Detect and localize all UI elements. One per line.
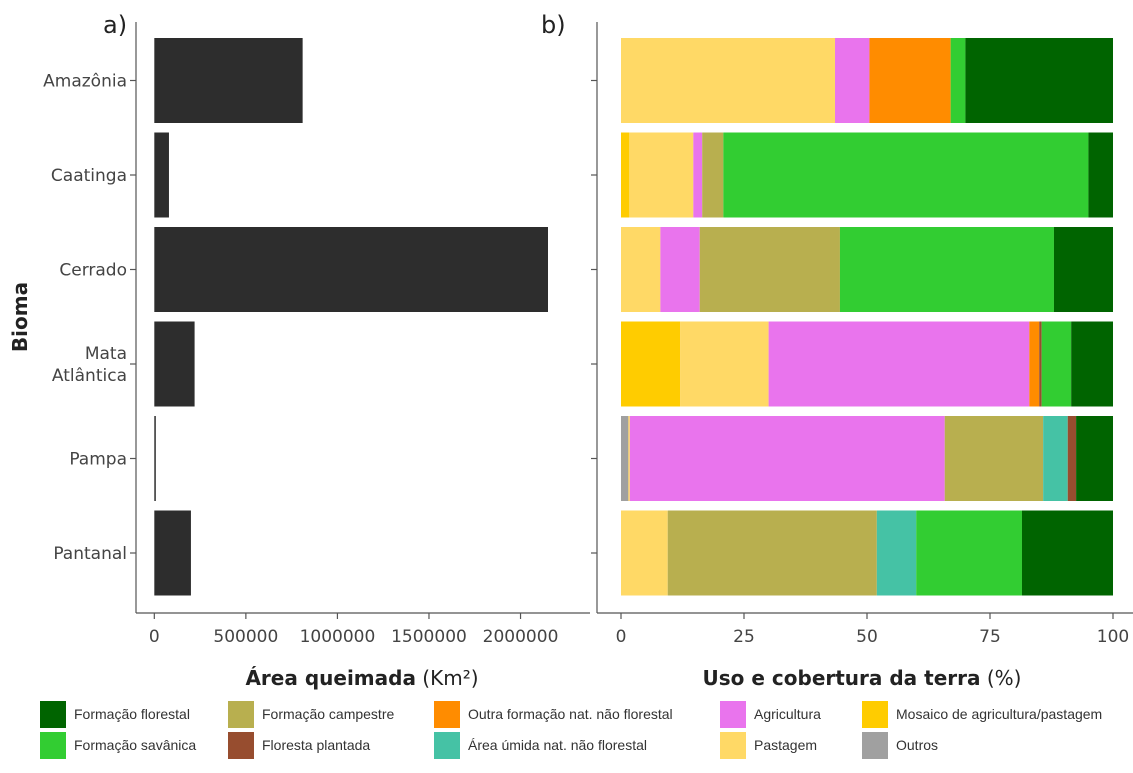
y-tick-label-pampa: Pampa [69, 450, 127, 470]
bar-pampa [154, 416, 156, 501]
segment-caatinga-pastagem [629, 132, 694, 218]
x-tick-label-2000000: 2000000 [483, 627, 559, 647]
panel-a-label: a) [103, 11, 127, 39]
segment-pampa-area-umida-nat-nao-florestal [1043, 416, 1068, 501]
legend-label-mosaico-de-agricultura-pastagem: Mosaico de agricultura/pastagem [896, 706, 1102, 722]
segment-cerrado-formacao-savanica [839, 227, 1054, 312]
segment-mata-atlantica-floresta-plantada [1039, 321, 1042, 407]
legend-label-formacao-savanica: Formação savânica [74, 737, 196, 753]
segment-caatinga-formacao-florestal [1088, 132, 1113, 218]
segment-caatinga-formacao-campestre [702, 132, 724, 218]
segment-pampa-outros [621, 416, 629, 501]
legend-label-formacao-campestre: Formação campestre [262, 706, 394, 722]
segment-amazonia-outra-formacao-nat-nao-florestal [869, 38, 951, 123]
bar-amazonia [154, 38, 303, 123]
segment-pampa-formacao-campestre [944, 416, 1044, 501]
bar-mata-atlantica [154, 321, 195, 407]
segment-cerrado-pastagem [621, 227, 661, 312]
legend-swatch-formacao-florestal [40, 701, 66, 728]
bar-caatinga [154, 132, 169, 218]
panel-b-x-tick-label-75: 75 [979, 627, 1001, 647]
segment-mata-atlantica-formacao-savanica [1041, 321, 1072, 407]
legend-swatch-agricultura [720, 701, 746, 728]
segment-amazonia-formacao-florestal [965, 38, 1113, 123]
segment-pampa-agricultura [629, 416, 945, 501]
panel-a-x-axis-title: Área queimada (Km²) [245, 666, 478, 690]
segment-amazonia-formacao-savanica [950, 38, 966, 123]
x-tick-label-500000: 500000 [213, 627, 278, 647]
segment-mata-atlantica-pastagem [680, 321, 769, 407]
bar-cerrado [154, 227, 549, 312]
segment-pantanal-formacao-florestal [1021, 510, 1113, 596]
segment-mata-atlantica-mosaico-de-agricultura-pastagem [621, 321, 681, 407]
segment-pantanal-formacao-campestre [667, 510, 877, 596]
legend-label-formacao-florestal: Formação florestal [74, 706, 190, 722]
segment-mata-atlantica-agricultura [768, 321, 1030, 407]
segment-cerrado-agricultura [660, 227, 700, 312]
panel-b-x-tick-label-50: 50 [856, 627, 878, 647]
legend-swatch-mosaico-de-agricultura-pastagem [862, 701, 888, 728]
legend-label-pastagem: Pastagem [754, 737, 817, 753]
segment-caatinga-formacao-savanica [723, 132, 1089, 218]
segment-pampa-floresta-plantada [1067, 416, 1077, 501]
x-tick-label-1500000: 1500000 [391, 627, 467, 647]
legend-swatch-outros [862, 732, 888, 759]
segment-caatinga-mosaico-de-agricultura-pastagem [621, 132, 630, 218]
panel-a-burned-area-chart: a) Amazônia Caatinga Cerrado Mata Atlântica Pa… [8, 11, 590, 690]
legend-swatch-floresta-plantada [228, 732, 254, 759]
y-tick-label-amazonia: Amazônia [43, 72, 127, 92]
y-tick-label-caatinga: Caatinga [51, 166, 127, 186]
segment-mata-atlantica-outra-formacao-nat-nao-florestal [1029, 321, 1040, 407]
panel-b-label: b) [541, 11, 566, 39]
segment-amazonia-agricultura [835, 38, 870, 123]
segment-cerrado-formacao-florestal [1053, 227, 1113, 312]
y-axis-title: Bioma [8, 282, 32, 352]
segment-pantanal-area-umida-nat-nao-florestal [876, 510, 917, 596]
y-tick-label-mata-atlantica: Mata Atlântica [52, 344, 127, 386]
legend-label-outros: Outros [896, 737, 938, 753]
x-tick-label-1000000: 1000000 [300, 627, 376, 647]
panel-b-land-cover-chart: b) 0 25 50 75 100 Uso e cobertura da terra (%) [541, 11, 1133, 690]
legend-label-agricultura: Agricultura [754, 706, 821, 722]
panel-b-x-tick-label-25: 25 [733, 627, 755, 647]
y-tick-label-pantanal: Pantanal [53, 544, 127, 564]
segment-pantanal-formacao-savanica [916, 510, 1022, 596]
legend-swatch-area-umida-nat-nao-florestal [434, 732, 460, 759]
y-tick-label-cerrado: Cerrado [59, 261, 127, 281]
segment-caatinga-agricultura [693, 132, 703, 218]
legend-label-area-umida-nat-nao-florestal: Área úmida nat. não florestal [468, 737, 647, 753]
legend-label-outra-formacao-nat-nao-florestal: Outra formação nat. não florestal [468, 706, 673, 722]
x-tick-label-0: 0 [149, 627, 160, 647]
bar-pantanal [154, 510, 191, 596]
segment-cerrado-formacao-campestre [699, 227, 840, 312]
legend: Formação florestal Formação campestre Outr… [40, 701, 1102, 759]
segment-pampa-pastagem [628, 416, 630, 501]
legend-swatch-formacao-savanica [40, 732, 66, 759]
legend-label-floresta-plantada: Floresta plantada [262, 737, 370, 753]
legend-swatch-pastagem [720, 732, 746, 759]
segment-pantanal-pastagem [621, 510, 668, 596]
panel-b-x-tick-label-0: 0 [616, 627, 627, 647]
legend-swatch-outra-formacao-nat-nao-florestal [434, 701, 460, 728]
legend-swatch-formacao-campestre [228, 701, 254, 728]
panel-b-x-tick-label-100: 100 [1097, 627, 1129, 647]
panel-b-x-axis-title: Uso e cobertura da terra (%) [703, 666, 1022, 690]
segment-amazonia-pastagem [621, 38, 836, 123]
segment-mata-atlantica-formacao-florestal [1071, 321, 1113, 407]
segment-pampa-formacao-florestal [1076, 416, 1113, 501]
